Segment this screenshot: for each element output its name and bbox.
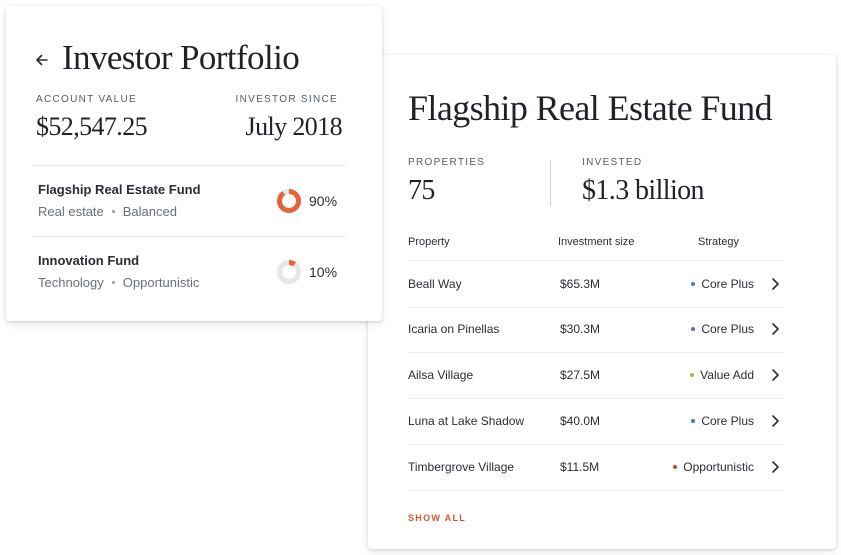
stat-separator	[550, 160, 551, 206]
table-row[interactable]: Timbergrove Village $11.5M Opportunistic	[408, 444, 784, 491]
invested-value: $1.3 billion	[582, 175, 705, 206]
account-value-label: ACCOUNT VALUE	[36, 94, 137, 105]
separator-dot	[111, 281, 115, 285]
table-row[interactable]: Icaria on Pinellas $30.3M Core Plus	[408, 306, 784, 353]
fund-subtitle: Technology Opportunistic	[38, 275, 199, 290]
strategy-dot	[673, 464, 678, 469]
divider	[32, 236, 346, 237]
investment-size: $30.3M	[560, 322, 601, 336]
property-name: Icaria on Pinellas	[408, 322, 500, 336]
strategy-text: Core Plus	[701, 414, 754, 428]
back-button[interactable]	[32, 50, 52, 70]
separator-dot	[111, 210, 115, 214]
fund-row-innovation[interactable]: Innovation Fund Technology Opportunistic …	[6, 237, 382, 307]
investor-since-value: July 2018	[245, 112, 343, 141]
allocation-donut	[277, 189, 301, 213]
page-title: Investor Portfolio	[62, 38, 300, 77]
strategy-text: Core Plus	[701, 322, 754, 336]
investor-since-label: INVESTOR SINCE	[235, 94, 338, 105]
strategy-text: Opportunistic	[683, 460, 754, 474]
column-header-property: Property	[408, 236, 450, 248]
property-name: Ailsa Village	[408, 368, 474, 382]
strategy-dot	[690, 372, 695, 377]
chevron-right-icon[interactable]	[770, 322, 780, 336]
property-name: Timbergrove Village	[408, 460, 515, 474]
strategy-label: Core Plus	[691, 414, 754, 428]
allocation-percent: 90%	[309, 193, 338, 209]
fund-sector: Technology	[38, 275, 104, 290]
table-row[interactable]: Ailsa Village $27.5M Value Add	[408, 352, 784, 399]
strategy-dot	[691, 281, 696, 286]
chevron-right-icon[interactable]	[770, 277, 780, 291]
table-row[interactable]: Beall Way $65.3M Core Plus	[408, 260, 784, 308]
strategy-dot	[691, 418, 696, 423]
strategy-text: Core Plus	[701, 277, 754, 291]
allocation-percent: 10%	[309, 264, 338, 280]
properties-value: 75	[408, 175, 435, 206]
strategy-label: Core Plus	[691, 277, 754, 291]
divider	[32, 165, 346, 166]
show-all-link[interactable]: SHOW ALL	[408, 513, 467, 523]
arrow-left-icon	[36, 54, 48, 66]
fund-sector: Real estate	[38, 204, 104, 219]
fund-name: Innovation Fund	[38, 253, 140, 268]
chevron-right-icon[interactable]	[770, 414, 780, 428]
strategy-label: Core Plus	[691, 322, 754, 336]
strategy-label: Opportunistic	[673, 460, 754, 474]
properties-label: PROPERTIES	[408, 157, 486, 168]
investment-size: $40.0M	[560, 414, 601, 428]
investor-portfolio-card: Investor Portfolio ACCOUNT VALUE $52,547…	[6, 6, 382, 321]
property-name: Luna at Lake Shadow	[408, 414, 525, 428]
fund-name: Flagship Real Estate Fund	[38, 182, 201, 197]
chevron-right-icon[interactable]	[770, 460, 780, 474]
column-header-strategy: Strategy	[698, 236, 739, 248]
allocation-donut	[277, 260, 301, 284]
strategy-text: Value Add	[700, 368, 754, 382]
account-value: $52,547.25	[36, 112, 148, 141]
investment-size: $11.5M	[560, 460, 600, 474]
fund-title: Flagship Real Estate Fund	[408, 88, 773, 128]
fund-detail-card: Flagship Real Estate Fund PROPERTIES 75 …	[368, 55, 836, 549]
property-name: Beall Way	[408, 277, 462, 291]
invested-label: INVESTED	[582, 157, 643, 168]
fund-style: Balanced	[122, 204, 177, 219]
table-row[interactable]: Luna at Lake Shadow $40.0M Core Plus	[408, 398, 784, 445]
fund-style: Opportunistic	[122, 275, 200, 290]
chevron-right-icon[interactable]	[770, 368, 780, 382]
strategy-dot	[691, 326, 696, 331]
strategy-label: Value Add	[690, 368, 754, 382]
fund-row-flagship[interactable]: Flagship Real Estate Fund Real estate Bal…	[6, 166, 382, 236]
column-header-investment-size: Investment size	[558, 236, 635, 248]
investment-size: $27.5M	[560, 368, 601, 382]
investment-size: $65.3M	[560, 277, 601, 291]
fund-subtitle: Real estate Balanced	[38, 204, 177, 219]
